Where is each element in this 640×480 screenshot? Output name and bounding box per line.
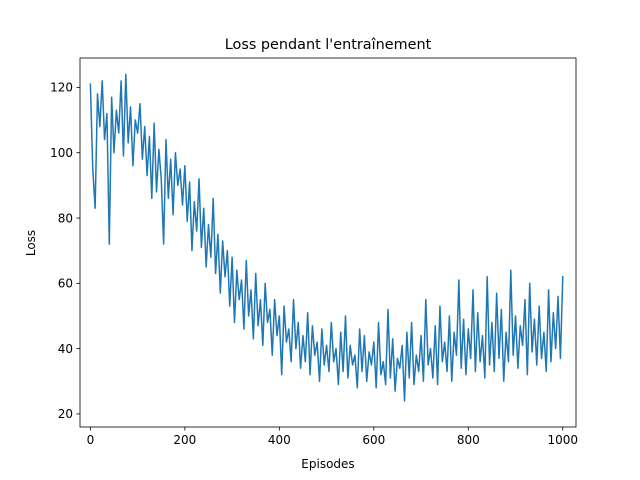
chart-title: Loss pendant l'entraînement	[225, 37, 432, 53]
x-tick-label: 200	[173, 433, 196, 447]
x-axis-label: Episodes	[301, 457, 354, 471]
y-tick-label: 100	[50, 146, 73, 160]
x-tick-label: 600	[362, 433, 385, 447]
y-tick-label: 40	[58, 342, 73, 356]
x-tick-label: 1000	[547, 433, 578, 447]
y-tick-label: 20	[58, 407, 73, 421]
x-tick-label: 0	[87, 433, 95, 447]
y-axis: 20 40 60 80 100 120	[50, 81, 80, 421]
loss-series-line	[89, 73, 564, 402]
y-axis-label: Loss	[24, 230, 38, 256]
x-tick-label: 800	[457, 433, 480, 447]
y-tick-label: 60	[58, 277, 73, 291]
y-tick-label: 80	[58, 211, 73, 225]
plot-area	[89, 73, 564, 402]
x-tick-label: 400	[268, 433, 291, 447]
axes-frame	[79, 57, 577, 428]
x-axis: 0 200 400 600 800 1000	[87, 427, 578, 447]
y-tick-label: 120	[50, 81, 73, 95]
